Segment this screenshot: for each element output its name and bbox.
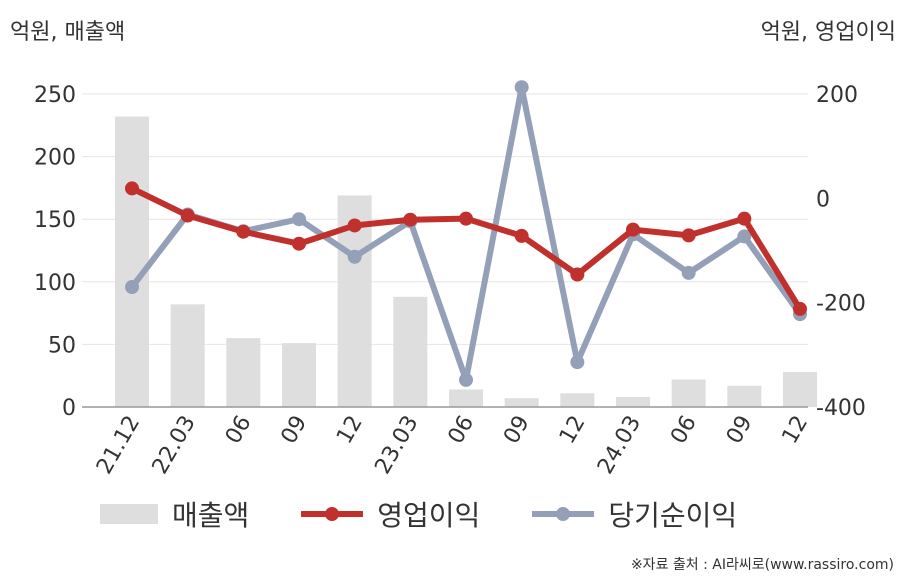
net-income-point: [347, 249, 362, 264]
revenue-bar: [727, 385, 762, 407]
legend-label-operating: 영업이익: [377, 499, 481, 532]
x-tick-label: 09: [499, 412, 535, 449]
tick-labels: 0 50 100 150 200 250 -400 -200 0 200 21.12 22.03 06 0…: [34, 83, 866, 479]
left-tick-label: 50: [48, 333, 76, 358]
operating-profit-point: [793, 301, 807, 316]
x-tick-label: 12: [332, 412, 368, 449]
operating-profit-point: [236, 224, 251, 239]
operating-profit-point: [737, 211, 752, 226]
right-tick-label: 200: [816, 83, 858, 108]
x-tick-label: 12: [778, 412, 814, 449]
net-income-point: [514, 80, 529, 95]
legend-swatch-operating: [301, 507, 364, 521]
x-tick-label: 06: [666, 412, 702, 449]
revenue-bar: [783, 371, 817, 407]
left-tick-label: 150: [34, 208, 76, 233]
operating-profit-point: [570, 267, 585, 282]
left-tick-label: 200: [34, 146, 76, 171]
legend-label-revenue: 매출액: [172, 499, 250, 532]
right-tick-label: 0: [816, 187, 830, 212]
x-tick-label: 21.12: [92, 412, 145, 479]
revenue-bar: [170, 304, 205, 407]
legend-item-net: 당기순이익: [532, 494, 737, 534]
left-tick-label: 100: [34, 271, 76, 296]
operating-profit-point: [180, 208, 195, 223]
right-axis-unit: 억원, 영업이익: [760, 20, 896, 45]
left-axis-unit: 억원, 매출액: [10, 20, 126, 45]
revenue-bar: [449, 389, 483, 407]
x-tick-label: 09: [722, 412, 758, 449]
net-income-point: [570, 355, 585, 370]
legend-swatch-revenue: [100, 504, 158, 524]
legend-item-revenue: 매출액: [100, 494, 249, 534]
right-tick-label: -200: [816, 292, 866, 317]
operating-profit-point: [347, 218, 362, 233]
x-tick-label: 23.03: [370, 412, 423, 479]
operating-profit-point: [292, 236, 306, 251]
operating-profit-line: [129, 185, 803, 312]
x-tick-label: 22.03: [148, 412, 201, 479]
operating-profit-point: [681, 228, 696, 243]
net-income-point: [125, 280, 139, 295]
right-tick-label: -400: [816, 396, 866, 421]
legend-label-net: 당기순이익: [608, 499, 738, 532]
revenue-bar: [504, 398, 539, 407]
operating-profit-point: [514, 228, 529, 243]
profit-lines: [125, 80, 807, 387]
net-income-point: [737, 229, 752, 244]
revenue-bar: [282, 343, 316, 407]
revenue-bar: [226, 338, 261, 407]
net-income-point: [459, 372, 473, 387]
x-tick-label: 06: [221, 412, 257, 449]
revenue-bar: [393, 296, 428, 407]
legend: 매출액 영업이익 당기순이익: [100, 494, 789, 534]
net-income-point: [681, 265, 696, 280]
operating-profit-point: [626, 222, 640, 237]
revenue-bar: [671, 379, 706, 407]
operating-profit-point: [459, 211, 473, 226]
operating-profit-point: [403, 212, 418, 227]
legend-swatch-net: [532, 507, 595, 521]
net-income-point: [292, 212, 306, 227]
revenue-bar: [115, 116, 149, 407]
revenue-bars: [115, 116, 817, 407]
legend-item-operating: 영업이익: [301, 494, 480, 534]
x-tick-label: 09: [277, 412, 313, 449]
x-tick-label: 12: [555, 412, 591, 449]
x-tick-label: 24.03: [593, 412, 646, 479]
left-tick-label: 0: [62, 396, 76, 421]
x-tick-label: 06: [444, 412, 480, 449]
revenue-bar: [560, 393, 595, 407]
operating-profit-point: [125, 181, 139, 196]
source-note: ※자료 출처 : AI라씨로(www.rassiro.com): [630, 557, 894, 573]
revenue-bar: [616, 396, 650, 407]
left-tick-label: 250: [34, 83, 76, 108]
